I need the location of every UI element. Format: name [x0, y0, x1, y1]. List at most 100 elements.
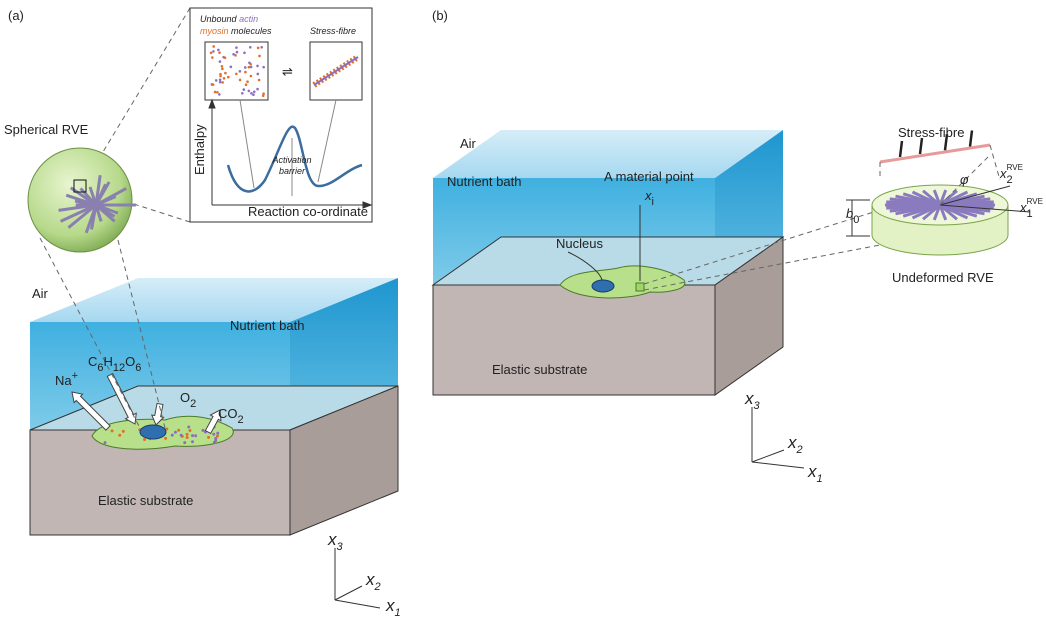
molecule: [245, 83, 248, 86]
molecule: [221, 65, 224, 68]
molecule: [224, 56, 227, 59]
label-part: CO: [218, 406, 238, 421]
molecule: [223, 77, 226, 80]
annotation: Undeformed RVE: [892, 270, 994, 285]
molecule: [186, 436, 189, 439]
molecule: [248, 66, 251, 69]
panel-label: (b): [432, 8, 448, 23]
material-point: [636, 283, 644, 291]
molecule: [262, 66, 265, 69]
molecule: [171, 434, 174, 437]
molecule: [256, 73, 259, 76]
label-part: 2: [238, 414, 244, 426]
molecule: [227, 76, 230, 79]
axis-label: x1: [385, 596, 401, 619]
molecule: [118, 434, 121, 437]
molecule: [239, 79, 242, 82]
molecule: [224, 72, 227, 75]
nucleus: [140, 425, 166, 439]
molecule: [215, 79, 218, 82]
molecule: [216, 432, 219, 435]
label-part: 3: [337, 541, 344, 553]
y-axis-label: Enthalpy: [192, 124, 207, 175]
molecule: [262, 94, 265, 97]
label-part: x: [807, 462, 817, 481]
substrate-front: [433, 285, 715, 395]
label-part: x: [365, 570, 375, 589]
sphere-label: Spherical RVE: [4, 122, 89, 137]
label-part: x: [787, 433, 797, 452]
annotation: A material point: [604, 169, 694, 184]
molecule: [212, 83, 215, 86]
molecule: [174, 431, 177, 434]
label-part: 12: [113, 362, 125, 374]
label-part: 3: [754, 400, 761, 412]
molecule: [207, 436, 210, 439]
molecule: [252, 93, 255, 96]
molecule: [244, 66, 247, 69]
label-part: 1: [395, 607, 401, 619]
molecule: [217, 49, 220, 52]
molecule: [249, 63, 252, 66]
region-label: Air: [460, 136, 477, 151]
label-part: 2: [1007, 174, 1013, 186]
label-part: 2: [374, 581, 381, 593]
label-part: Na: [55, 373, 72, 388]
inset-label: myosin molecules: [200, 26, 272, 36]
region-label: Air: [32, 286, 49, 301]
molecule: [256, 88, 259, 91]
molecule: [218, 51, 221, 54]
axis: [335, 600, 380, 608]
molecule: [188, 429, 191, 432]
inset-label: Stress-fibre: [310, 26, 356, 36]
label-part: actin: [239, 14, 258, 24]
molecule: [260, 46, 263, 49]
molecule: [219, 60, 222, 63]
axis-label: x2RVE: [999, 163, 1023, 186]
molecule: [177, 429, 180, 432]
region-label: Nutrient bath: [230, 318, 304, 333]
molecule: [250, 75, 253, 78]
molecule: [191, 440, 194, 443]
axis: [335, 586, 362, 600]
label-part: 6: [135, 362, 141, 374]
annotation: Stress-fibre: [898, 125, 964, 140]
label-part: RVE: [1027, 197, 1043, 206]
molecule: [111, 429, 114, 432]
molecule: [241, 92, 244, 95]
label-part: H: [104, 354, 113, 369]
molecule: [104, 441, 107, 444]
annotation: Nucleus: [556, 236, 603, 251]
panel-label: (a): [8, 8, 24, 23]
label-part: Unbound: [200, 14, 238, 24]
label-part: +: [72, 370, 78, 382]
label-part: myosin: [200, 26, 229, 36]
equilibrium-sign: ⇌: [282, 64, 293, 79]
label-part: x: [744, 389, 754, 408]
molecule: [219, 75, 222, 78]
fibre-band: [920, 138, 922, 154]
molecule: [210, 51, 213, 54]
molecule: [230, 66, 233, 69]
molecule: [164, 437, 167, 440]
molecule: [248, 90, 251, 93]
label-part: x: [327, 530, 337, 549]
molecule: [216, 435, 219, 438]
figure: (a) (b) Spherical RVE Unbound actin myos…: [0, 0, 1046, 621]
axis-label: x2: [365, 570, 381, 593]
label-part: molecules: [231, 26, 272, 36]
molecule: [212, 433, 215, 436]
region-label: Elastic substrate: [492, 362, 587, 377]
molecule: [219, 81, 222, 84]
molecule: [212, 50, 215, 53]
axis: [752, 462, 804, 468]
molecule: [244, 71, 247, 74]
drawing: [28, 8, 1030, 608]
molecule: [256, 65, 259, 68]
molecule: [214, 91, 217, 94]
molecule: [239, 70, 242, 73]
molecule: [221, 81, 224, 84]
molecule: [221, 68, 224, 71]
molecule: [194, 434, 197, 437]
x-axis-label: Reaction co-ordinate: [248, 204, 368, 219]
